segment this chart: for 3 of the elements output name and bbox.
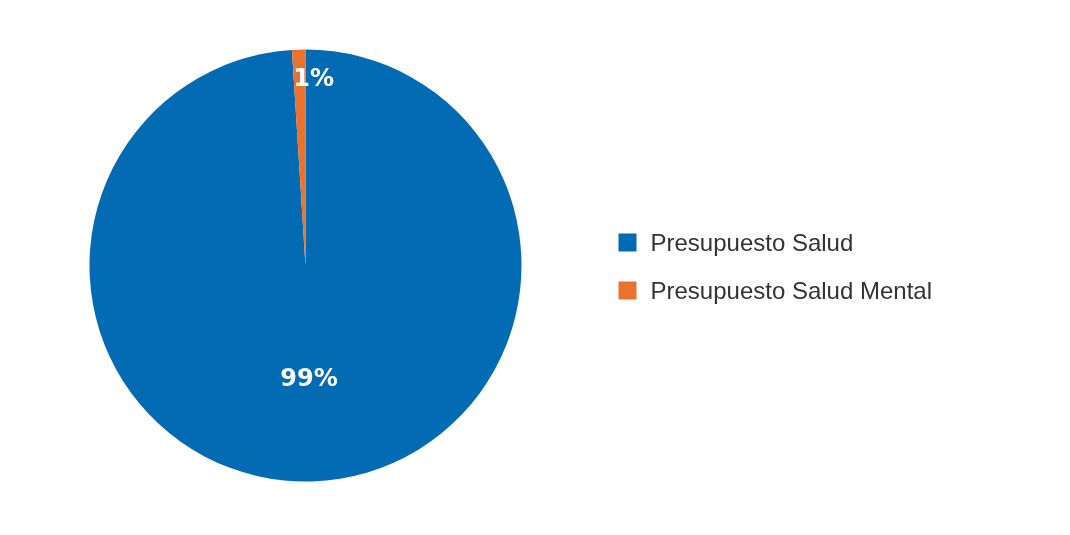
legend-label: Presupuesto Salud Mental	[650, 277, 933, 304]
legend-label: Presupuesto Salud	[650, 229, 854, 256]
data-label: 99%	[280, 363, 338, 392]
